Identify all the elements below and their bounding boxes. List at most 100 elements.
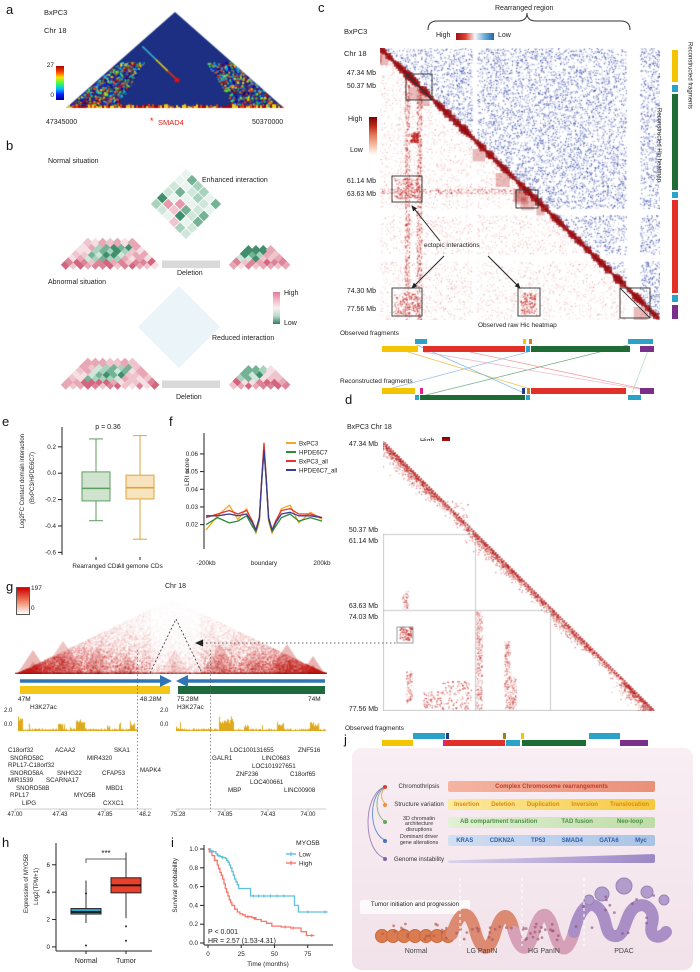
j-progression-label: Tumor initiation and progression bbox=[360, 900, 470, 914]
g-gene-label: C18orf65 bbox=[290, 771, 316, 778]
g-gene-label: ACAA2 bbox=[55, 747, 76, 754]
j-cell-nucleus bbox=[488, 931, 492, 934]
g-track-min-right: 0.0 bbox=[160, 722, 169, 728]
h-y-ticklabel: 4 bbox=[46, 889, 50, 896]
d-observed-frag bbox=[446, 733, 449, 739]
j-cell-nucleus bbox=[536, 937, 540, 941]
h-outlier bbox=[85, 944, 87, 947]
b-cell bbox=[168, 192, 180, 204]
b-cell bbox=[265, 245, 276, 255]
j-cell-nucleus bbox=[604, 898, 608, 902]
i-x-ticklabel: 50 bbox=[271, 951, 279, 958]
c-side-label-heatmap: Reconstructed Hic heatmap bbox=[655, 108, 662, 183]
b-colorbar-low: Low bbox=[284, 320, 297, 327]
d-observed-frag bbox=[446, 740, 505, 746]
j-cell-nucleus bbox=[626, 931, 630, 935]
b-cell bbox=[243, 245, 254, 255]
g-gene-label: SNORD58B bbox=[16, 785, 50, 792]
c-fragment-link bbox=[407, 351, 528, 389]
c-left-colorbar bbox=[369, 117, 377, 155]
h-sig-bracket bbox=[85, 858, 127, 863]
j-cell-nucleus bbox=[445, 926, 448, 930]
a-gene-star-icon: * bbox=[150, 116, 154, 126]
j-row-dot bbox=[383, 802, 387, 807]
b-reduced-label: Reduced interaction bbox=[212, 335, 275, 342]
c-reconstructed-frag bbox=[527, 388, 530, 394]
j-cell-nucleus bbox=[555, 938, 559, 942]
f-legend-label: BxPC3 bbox=[299, 441, 319, 448]
j-stage-label: PDAC bbox=[614, 948, 634, 955]
d-coord-label: 61.14 Mb bbox=[348, 538, 378, 545]
j-cell-nucleus bbox=[604, 895, 608, 899]
c-side-label-fragments: Reconstructed fragments bbox=[686, 42, 693, 110]
j-bar-item: Complex Chromosome rearrangements bbox=[495, 783, 608, 790]
g-track-label-right: H3K27ac bbox=[177, 704, 204, 711]
c-brace bbox=[427, 12, 631, 31]
j-cell-nucleus bbox=[399, 926, 403, 930]
j-bar-item: Translocation bbox=[610, 801, 650, 808]
h-y-ticklabel: 6 bbox=[46, 862, 50, 869]
c-coord-label: 74.30 Mb bbox=[346, 288, 376, 295]
e-box bbox=[81, 471, 111, 502]
f-lineplot-chart: 0.06 0.05 0.04 0.03 0.02 BxPC3 HPDE6C7 BxPC3_al… bbox=[186, 433, 337, 567]
i-y-ticklabel: 0.8 bbox=[189, 865, 198, 872]
i-x-ticklabel: 0 bbox=[206, 951, 210, 958]
c-left-colorbar-low: Low bbox=[350, 147, 363, 154]
g-gene-label: LIPG bbox=[22, 800, 37, 807]
b-cell bbox=[192, 204, 204, 216]
e-ylabel-line1: Log2FC Contact domain interaction bbox=[20, 434, 26, 529]
f-y-ticklabel: 0.02 bbox=[186, 522, 199, 529]
c-side-frag bbox=[672, 295, 678, 302]
j-pdac-floret bbox=[640, 885, 654, 899]
c-side-frag bbox=[672, 305, 678, 319]
b-cell bbox=[119, 237, 130, 248]
j-row-label: Genome instability bbox=[393, 855, 445, 863]
b-cell bbox=[156, 192, 168, 204]
j-pdac-floret bbox=[658, 894, 670, 906]
f-series-HPDE6C7_all bbox=[206, 449, 323, 531]
d-coord-label: 74.03 Mb bbox=[348, 614, 378, 621]
j-arc bbox=[367, 786, 387, 859]
c-reconstructed-frag bbox=[531, 388, 626, 394]
panel-label-c: c bbox=[318, 0, 325, 15]
j-cell-nucleus bbox=[403, 922, 407, 926]
j-bar-item: TP53 bbox=[531, 837, 546, 844]
j-bar-item: Myc bbox=[635, 837, 647, 844]
c-ectopic-label: ectopic interactions bbox=[424, 242, 480, 249]
g-gene-label: LOC100131655 bbox=[230, 747, 274, 754]
b-deletion-label-1: Deletion bbox=[177, 270, 203, 277]
c-observed-frag bbox=[526, 346, 530, 352]
c-observed-fragments-label: Observed fragments bbox=[340, 330, 399, 337]
i-legend-label: Low bbox=[299, 852, 311, 859]
j-bar-item: Insertion bbox=[453, 801, 480, 808]
j-cell-nucleus bbox=[538, 930, 542, 933]
panel-label-h: h bbox=[2, 835, 10, 850]
g-gene-label: ZNF516 bbox=[298, 747, 321, 754]
e-boxplot-chart: 0.2 0.0 -0.2 -0.4 -0.6 p = 0.36 Rearranged CDs… bbox=[45, 424, 163, 570]
c-coord-label: 61.14 Mb bbox=[346, 178, 376, 185]
j-row-dot bbox=[383, 856, 387, 861]
c-top-colorbar-low: Low bbox=[498, 32, 511, 39]
j-tissue-segment bbox=[508, 908, 580, 955]
d-observed-frag bbox=[382, 740, 413, 746]
g-gene-label: MBP bbox=[228, 787, 242, 794]
j-cell-nucleus bbox=[423, 937, 427, 941]
f-legend-label: BxPC3_all bbox=[299, 459, 328, 466]
g-axis-tick: 74.43 bbox=[260, 812, 276, 818]
c-coord-label: 50.37 Mb bbox=[346, 83, 376, 90]
g-gene-label: LINC00908 bbox=[284, 787, 316, 794]
c-observed-frag bbox=[640, 346, 654, 352]
j-cell-nucleus bbox=[533, 925, 537, 929]
h-outlier bbox=[125, 925, 127, 928]
c-reconstructed-frag bbox=[628, 395, 641, 400]
d-observed-frag bbox=[521, 733, 524, 739]
j-bar-item: CDKN2A bbox=[489, 837, 515, 844]
g-gene-label: CFAP53 bbox=[102, 770, 126, 777]
j-cell-nucleus bbox=[533, 930, 537, 934]
f-legend-label: HPDE6C7 bbox=[299, 450, 328, 457]
h-ylabel-line2: Log2(TPM+1) bbox=[34, 868, 40, 905]
j-summary-box: Tumor initiation and progression Chromot… bbox=[352, 748, 693, 970]
j-cell-nucleus bbox=[556, 934, 560, 938]
d-observed-frag bbox=[503, 733, 506, 739]
